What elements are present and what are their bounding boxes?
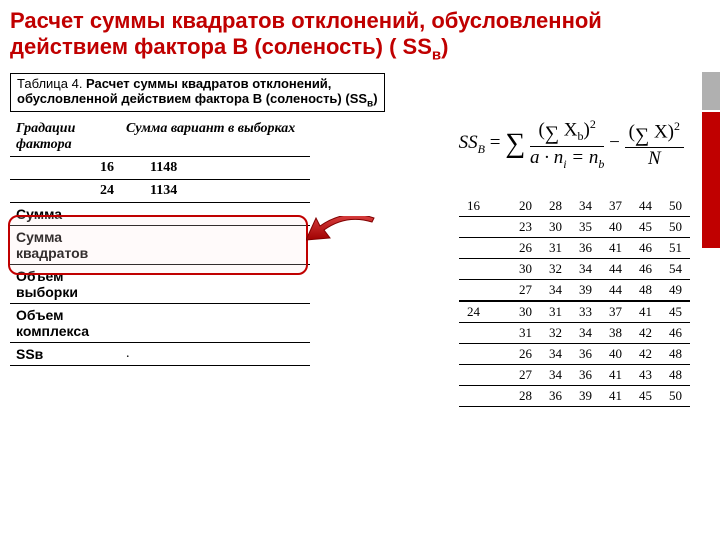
data-cell: 51 bbox=[660, 238, 690, 259]
data-cell: 46 bbox=[630, 238, 660, 259]
category-label bbox=[459, 386, 510, 407]
data-cell: 40 bbox=[600, 217, 630, 238]
title-line1: Расчет суммы квадратов отклонений, обусл… bbox=[10, 8, 602, 33]
category-label bbox=[459, 365, 510, 386]
data-cell: 37 bbox=[600, 301, 630, 323]
data-cell: 39 bbox=[570, 280, 600, 302]
table-row: 263136414651 bbox=[459, 238, 690, 259]
table-row: Сумма bbox=[10, 203, 310, 226]
category-label: 16 bbox=[459, 196, 510, 217]
data-cell: 44 bbox=[600, 259, 630, 280]
table-row: 16 1148 bbox=[10, 157, 310, 180]
table-row: 303234444654 bbox=[459, 259, 690, 280]
sidebar-red bbox=[702, 112, 720, 248]
data-cell: 44 bbox=[600, 280, 630, 302]
table-row: Объем комплекса bbox=[10, 304, 310, 343]
data-cell: 34 bbox=[570, 323, 600, 344]
category-label: 24 bbox=[459, 301, 510, 323]
data-cell: 28 bbox=[510, 386, 540, 407]
table-row: 263436404248 bbox=[459, 344, 690, 365]
data-cell: 41 bbox=[600, 386, 630, 407]
data-cell: 50 bbox=[660, 217, 690, 238]
table-row: 273436414348 bbox=[459, 365, 690, 386]
data-cell: 46 bbox=[660, 323, 690, 344]
data-cell: 43 bbox=[630, 365, 660, 386]
table-row: 313234384246 bbox=[459, 323, 690, 344]
data-cell: 48 bbox=[660, 344, 690, 365]
sidebar-gray bbox=[702, 72, 720, 110]
category-label bbox=[459, 344, 510, 365]
data-cell: 27 bbox=[510, 280, 540, 302]
data-cell: 48 bbox=[660, 365, 690, 386]
data-cell: 50 bbox=[660, 386, 690, 407]
data-cell: 34 bbox=[570, 196, 600, 217]
data-cell: 32 bbox=[540, 259, 570, 280]
category-label bbox=[459, 259, 510, 280]
category-label bbox=[459, 238, 510, 259]
data-cell: 31 bbox=[540, 301, 570, 323]
data-table: 1620283437445023303540455026313641465130… bbox=[459, 196, 690, 407]
data-cell: 34 bbox=[540, 280, 570, 302]
data-cell: 30 bbox=[540, 217, 570, 238]
table-row: Сумма квадратов bbox=[10, 226, 310, 265]
category-label bbox=[459, 217, 510, 238]
data-cell: 40 bbox=[600, 344, 630, 365]
data-cell: 45 bbox=[630, 217, 660, 238]
col-hdr-gradations: Градации фактора bbox=[10, 118, 120, 157]
table-caption: Таблица 4. Расчет суммы квадратов отклон… bbox=[10, 73, 385, 113]
data-cell: 44 bbox=[630, 196, 660, 217]
col-hdr-sum: Сумма вариант в выборках bbox=[120, 118, 310, 157]
red-arrow-icon bbox=[306, 216, 376, 260]
data-cell: 46 bbox=[630, 259, 660, 280]
data-cell: 38 bbox=[600, 323, 630, 344]
data-cell: 41 bbox=[600, 365, 630, 386]
data-cell: 23 bbox=[510, 217, 540, 238]
data-cell: 31 bbox=[510, 323, 540, 344]
data-cell: 49 bbox=[660, 280, 690, 302]
data-cell: 41 bbox=[630, 301, 660, 323]
table-row: 24303133374145 bbox=[459, 301, 690, 323]
table-row: Объем выборки bbox=[10, 265, 310, 304]
left-summary-table: Градации фактора Сумма вариант в выборка… bbox=[10, 118, 310, 366]
data-cell: 45 bbox=[630, 386, 660, 407]
data-cell: 35 bbox=[570, 217, 600, 238]
data-cell: 33 bbox=[570, 301, 600, 323]
category-label bbox=[459, 280, 510, 302]
data-cell: 34 bbox=[570, 259, 600, 280]
table-row: 16202834374450 bbox=[459, 196, 690, 217]
data-cell: 45 bbox=[660, 301, 690, 323]
data-cell: 50 bbox=[660, 196, 690, 217]
data-cell: 39 bbox=[570, 386, 600, 407]
data-cell: 36 bbox=[570, 344, 600, 365]
data-cell: 42 bbox=[630, 323, 660, 344]
data-cell: 36 bbox=[540, 386, 570, 407]
data-cell: 42 bbox=[630, 344, 660, 365]
formula-ssb: SSB = ∑ (∑ Xb)2 a · ni = nb − (∑ X)2 N bbox=[459, 118, 684, 170]
table-row: 233035404550 bbox=[459, 217, 690, 238]
table-row: 283639414550 bbox=[459, 386, 690, 407]
page-title: Расчет суммы квадратов отклонений, обусл… bbox=[0, 0, 720, 69]
data-cell: 34 bbox=[540, 344, 570, 365]
data-cell: 48 bbox=[630, 280, 660, 302]
data-cell: 37 bbox=[600, 196, 630, 217]
data-cell: 32 bbox=[540, 323, 570, 344]
title-line2: действием фактора В (соленость) ( SSв) bbox=[10, 34, 448, 59]
category-label bbox=[459, 323, 510, 344]
table-row: 24 1134 bbox=[10, 180, 310, 203]
data-cell: 28 bbox=[540, 196, 570, 217]
data-cell: 34 bbox=[540, 365, 570, 386]
data-cell: 36 bbox=[570, 238, 600, 259]
data-cell: 54 bbox=[660, 259, 690, 280]
data-cell: 26 bbox=[510, 238, 540, 259]
data-cell: 20 bbox=[510, 196, 540, 217]
data-cell: 27 bbox=[510, 365, 540, 386]
data-cell: 36 bbox=[570, 365, 600, 386]
data-cell: 31 bbox=[540, 238, 570, 259]
data-cell: 30 bbox=[510, 301, 540, 323]
data-cell: 26 bbox=[510, 344, 540, 365]
table-row: SSв. bbox=[10, 343, 310, 366]
table-row: 273439444849 bbox=[459, 280, 690, 302]
data-cell: 41 bbox=[600, 238, 630, 259]
data-cell: 30 bbox=[510, 259, 540, 280]
